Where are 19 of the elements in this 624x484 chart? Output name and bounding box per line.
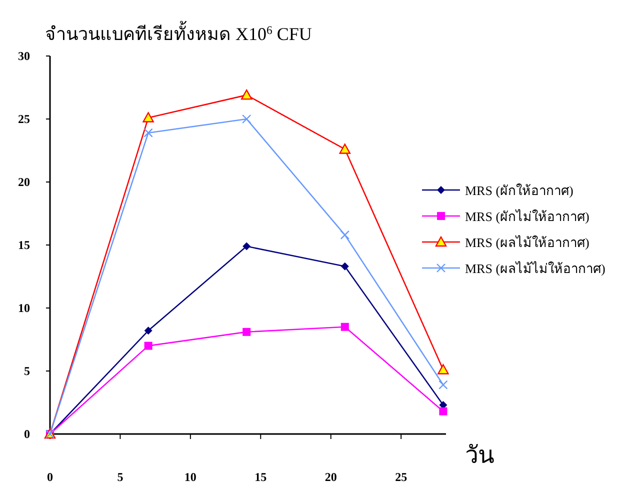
legend-label: MRS (ผักไม่ให้อากาศ)	[465, 209, 590, 224]
y-tick-label: 0	[24, 427, 30, 441]
y-tick-label: 30	[18, 49, 30, 63]
y-axis-title: จำนวนแบคทีเรียทั้งหมด X10$^{6}$ CFU	[45, 21, 312, 44]
x-tick-label: 0	[47, 470, 53, 484]
x-axis-title: วัน	[465, 443, 494, 469]
y-tick-label: 10	[18, 301, 30, 315]
y-tick-label: 15	[18, 238, 30, 252]
y-tick-label: 5	[24, 364, 30, 378]
legend-label: MRS (ผักให้อากาศ)	[465, 183, 574, 198]
x-tick-label: 10	[184, 470, 196, 484]
x-tick-label: 5	[117, 470, 124, 484]
y-tick-label: 20	[18, 175, 30, 189]
y-tick-label: 25	[18, 112, 30, 126]
x-tick-label: 25	[395, 470, 408, 484]
legend-label: MRS (ผลไม้ให้อากาศ)	[465, 235, 590, 250]
x-tick-label: 15	[254, 470, 267, 484]
x-tick-label: 20	[324, 470, 337, 484]
legend-label: MRS (ผลไม้ไม่ให้อากาศ)	[465, 261, 606, 276]
